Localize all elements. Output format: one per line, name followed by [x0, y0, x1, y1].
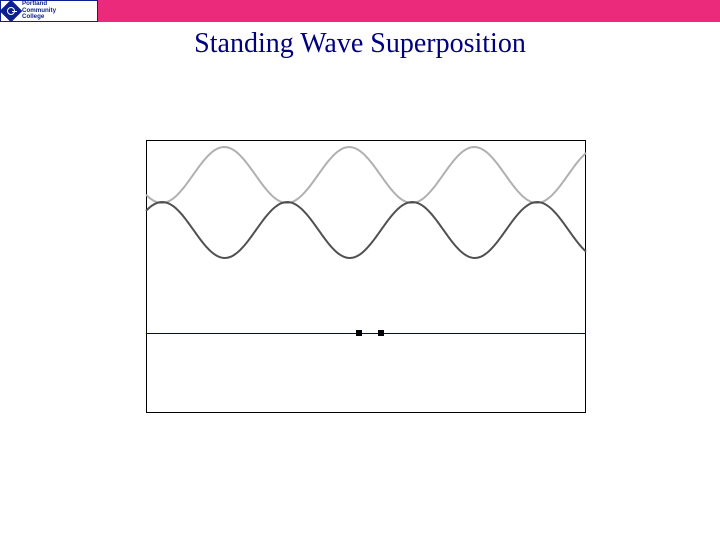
marker-dot [356, 330, 362, 336]
wave-svg [0, 0, 720, 540]
superposition-axis [146, 333, 586, 334]
wave-1-light [146, 147, 586, 203]
marker-dot [378, 330, 384, 336]
wave-2-dark [146, 202, 586, 258]
